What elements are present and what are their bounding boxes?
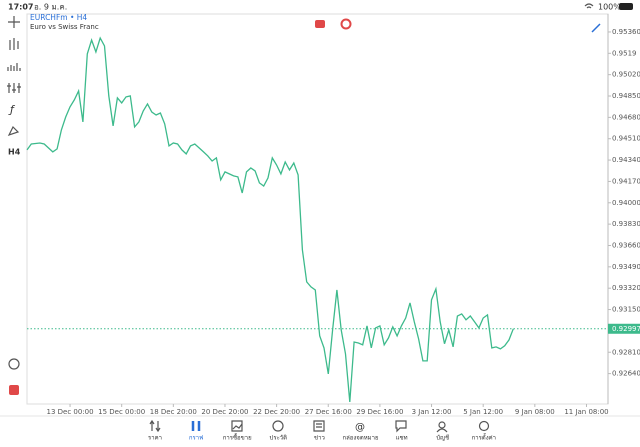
chart-title: EURCHFm • H4 [30,13,87,22]
tab-label[interactable]: แชท [396,435,408,442]
tab-icon[interactable] [191,421,201,431]
objects-icon[interactable] [7,125,20,137]
x-tick-label: 18 Dec 20:00 [150,408,197,416]
wifi-icon [584,3,594,9]
y-tick-label: 0.94000 [612,199,640,207]
tab-label[interactable]: บัญชี [436,434,449,442]
tab-icon[interactable]: @ [355,422,365,433]
tab-label[interactable]: การซื้อขาย [223,432,252,442]
tab-label[interactable]: การตั้งค่า [472,432,496,442]
tab-label[interactable]: ประวัติ [270,435,288,442]
tab-label[interactable]: กราฟ [189,435,203,442]
tab-icon[interactable] [231,420,243,432]
draw-icon[interactable] [591,23,601,33]
x-tick-label: 9 Jan 08:00 [515,408,555,416]
x-tick-label: 27 Dec 16:00 [305,408,352,416]
x-tick-label: 22 Dec 20:00 [253,408,300,416]
y-tick-label: 0.92640 [612,370,640,378]
status-time: 17:07 [8,3,33,12]
tab-label[interactable]: ราคา [148,435,162,442]
bars-icon[interactable] [7,63,21,71]
y-tick-label: 0.93660 [612,241,640,249]
status-date: อ. 9 ม.ค. [34,3,67,12]
y-tick-label: 0.92810 [612,348,640,356]
y-tick-label: 0.94510 [612,135,640,143]
status-battery: 100% [598,3,621,12]
tab-icon[interactable] [313,420,325,432]
current-price-label: 0.92997 [612,325,640,333]
trade-icon[interactable] [315,20,325,28]
function-icon[interactable]: ƒ [8,103,16,116]
x-tick-label: 11 Jan 08:00 [564,408,608,416]
candles-icon[interactable] [9,38,19,50]
y-tick-label: 0.93830 [612,220,640,228]
y-tick-label: 0.94680 [612,113,640,121]
x-tick-label: 29 Dec 16:00 [356,408,403,416]
x-tick-label: 20 Dec 20:00 [201,408,248,416]
x-tick-label: 13 Dec 00:00 [46,408,93,416]
zoom-icon[interactable] [8,358,20,370]
tab-icon[interactable] [478,420,490,432]
tab-icon[interactable] [395,420,407,433]
left-toolbar: ƒ H4 [7,16,21,395]
indicators-icon[interactable] [7,83,21,93]
tab-icon[interactable] [149,419,161,433]
x-tick-label: 5 Jan 12:00 [463,408,503,416]
trade-button[interactable] [9,385,19,395]
tab-icon[interactable] [436,421,448,433]
y-tick-label: 0.93150 [612,306,640,314]
y-tick-label: 0.94340 [612,156,640,164]
tab-icon[interactable] [272,420,284,432]
price-line [26,36,514,402]
crosshair-icon[interactable] [8,16,20,28]
y-tick-label: 0.93320 [612,284,640,292]
battery-icon [619,3,633,10]
y-tick-label: 0.95020 [612,71,640,79]
tab-label[interactable]: ข่าว [314,435,325,442]
x-tick-label: 3 Jan 12:00 [412,408,452,416]
x-tick-label: 15 Dec 00:00 [98,408,145,416]
y-tick-label: 0.94850 [612,92,640,100]
y-tick-label: 0.93490 [612,263,640,271]
y-tick-label: 0.95360 [612,28,640,36]
timeframe-button[interactable]: H4 [8,148,21,157]
y-tick-label: 0.9519 [612,49,637,57]
current-price-box [608,323,640,334]
y-tick-label: 0.94170 [612,177,640,185]
tab-icons: @ [149,419,490,433]
tab-label[interactable]: กล่องจดหมาย [342,435,378,442]
chart-subtitle: Euro vs Swiss Franc [30,23,99,31]
signal-icon[interactable] [340,18,352,30]
